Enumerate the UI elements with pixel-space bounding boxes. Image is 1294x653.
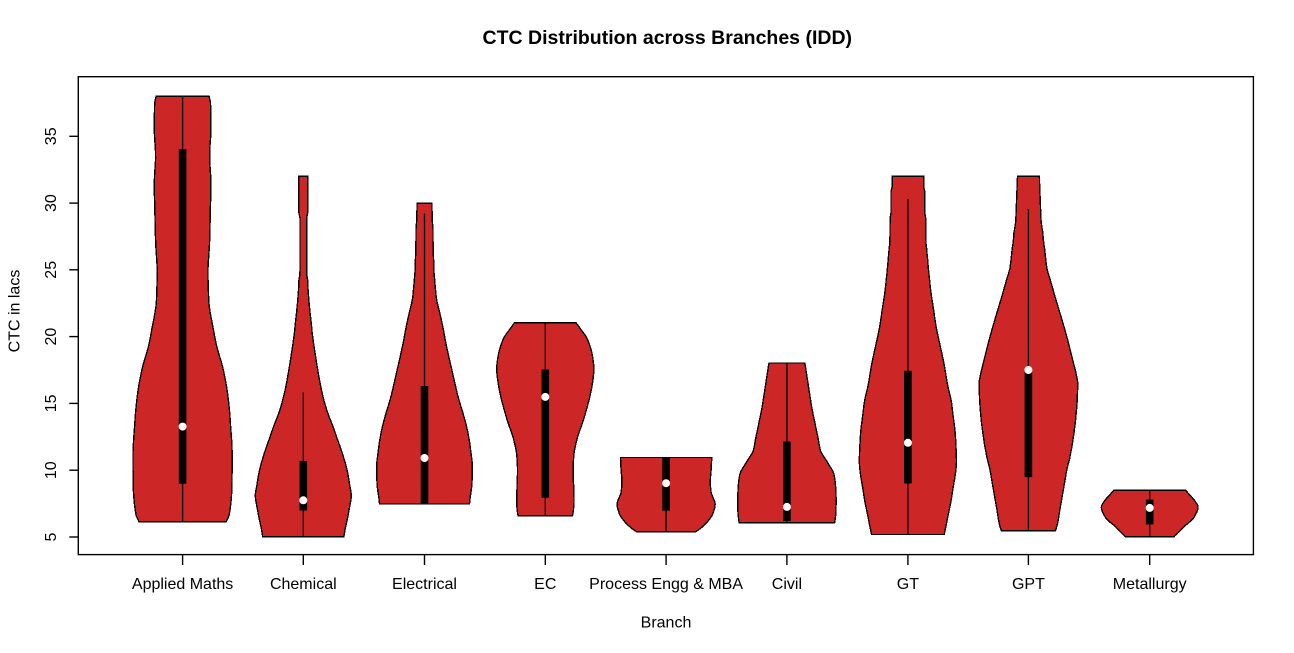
- svg-text:Metallurgy: Metallurgy: [1113, 576, 1187, 593]
- svg-text:10: 10: [43, 461, 60, 479]
- svg-text:EC: EC: [534, 576, 556, 593]
- svg-text:CTC Distribution across Branch: CTC Distribution across Branches (IDD): [483, 27, 852, 49]
- svg-text:20: 20: [43, 328, 60, 346]
- svg-text:Civil: Civil: [772, 576, 802, 593]
- svg-text:15: 15: [43, 394, 60, 412]
- svg-text:Chemical: Chemical: [270, 576, 337, 593]
- svg-text:GPT: GPT: [1012, 576, 1045, 593]
- svg-text:5: 5: [43, 532, 60, 541]
- svg-text:Process Engg & MBA: Process Engg & MBA: [589, 576, 743, 593]
- svg-text:GT: GT: [897, 576, 919, 593]
- svg-text:Branch: Branch: [641, 615, 692, 632]
- svg-text:25: 25: [43, 261, 60, 279]
- svg-text:30: 30: [43, 194, 60, 212]
- svg-text:35: 35: [43, 127, 60, 145]
- svg-text:Applied Maths: Applied Maths: [132, 576, 233, 593]
- svg-text:Electrical: Electrical: [392, 576, 457, 593]
- svg-text:CTC in lacs: CTC in lacs: [7, 270, 24, 353]
